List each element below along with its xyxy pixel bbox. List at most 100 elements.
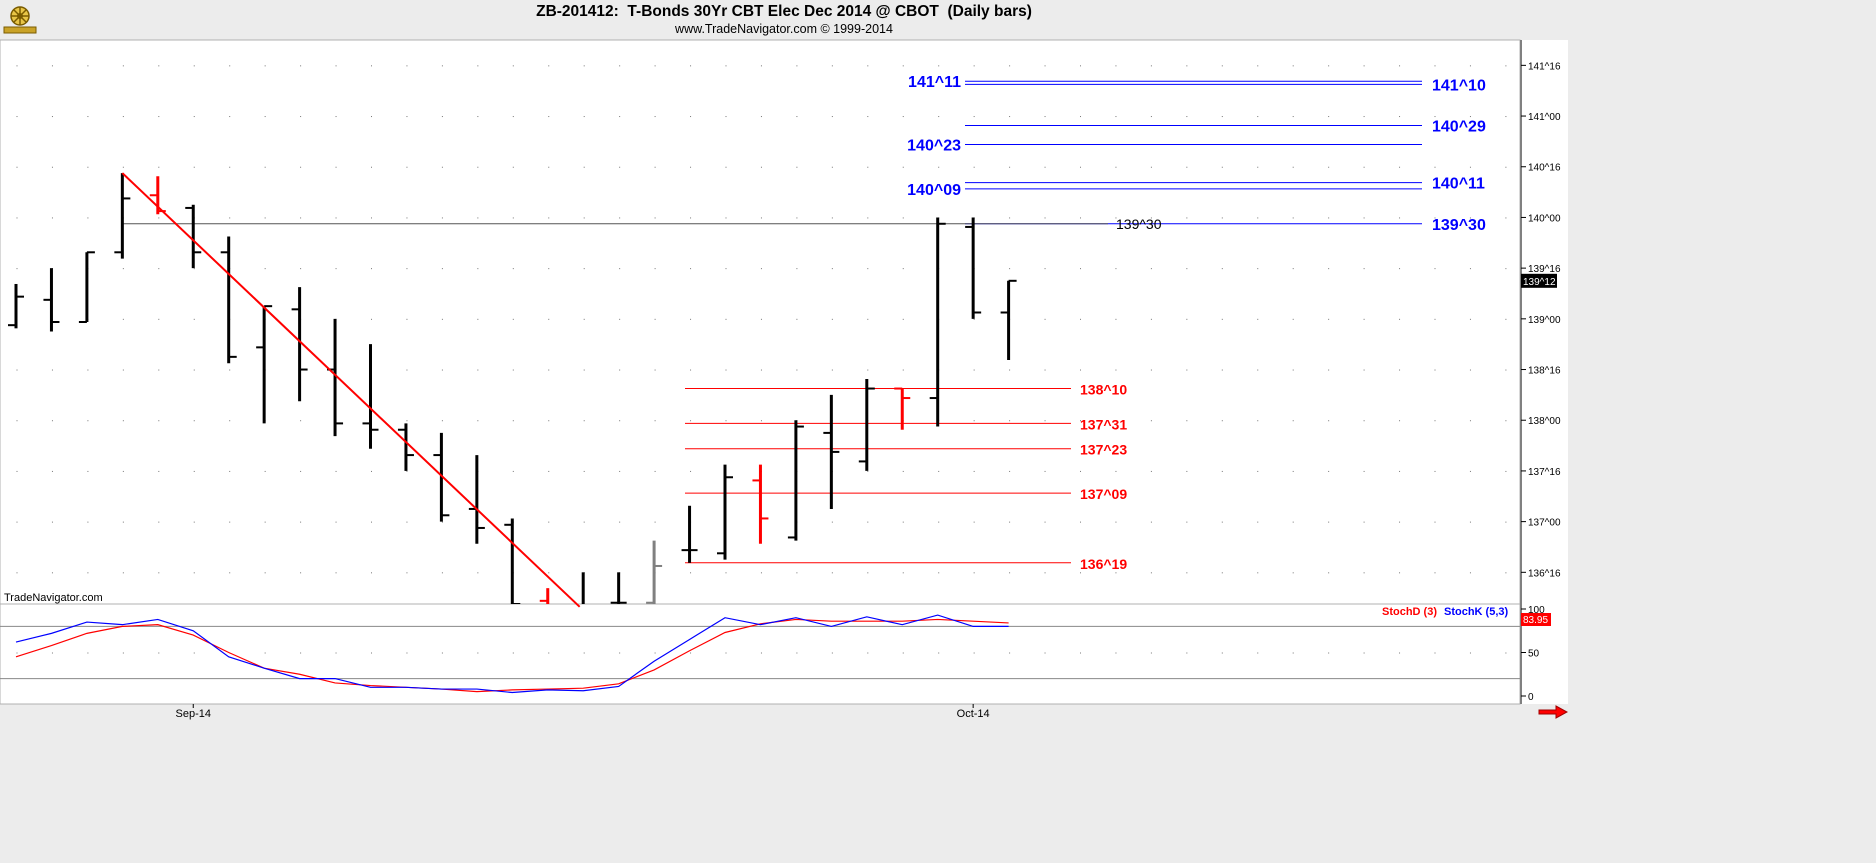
- grid-dot: [831, 369, 833, 371]
- grid-dot: [760, 652, 762, 654]
- grid-dot: [973, 166, 975, 168]
- grid-dot: [1363, 420, 1365, 422]
- grid-dot: [1150, 65, 1152, 67]
- grid-dot: [193, 166, 195, 168]
- grid-dot: [1221, 521, 1223, 523]
- grid-dot: [1399, 116, 1401, 118]
- grid-dot: [548, 217, 550, 219]
- grid-dot: [158, 65, 160, 67]
- watermark-text: TradeNavigator.com: [4, 592, 103, 604]
- stoch-tick-label: 50: [1528, 649, 1540, 660]
- grid-dot: [512, 116, 514, 118]
- grid-dot: [1044, 318, 1046, 320]
- grid-dot: [1328, 572, 1330, 574]
- grid-dot: [1434, 65, 1436, 67]
- grid-dot: [902, 318, 904, 320]
- grid-dot: [938, 116, 940, 118]
- grid-dot: [760, 116, 762, 118]
- grid-dot: [619, 217, 621, 219]
- grid-dot: [1044, 268, 1046, 270]
- grid-dot: [441, 369, 443, 371]
- grid-dot: [300, 217, 302, 219]
- grid-dot: [16, 521, 18, 523]
- grid-dot: [1115, 369, 1117, 371]
- grid-dot: [1221, 652, 1223, 654]
- title-bar: ZB-201412: T-Bonds 30Yr CBT Elec Dec 201…: [0, 0, 1568, 40]
- grid-dot: [16, 369, 18, 371]
- grid-dot: [1186, 420, 1188, 422]
- grid-dot: [1009, 217, 1011, 219]
- grid-dot: [1292, 65, 1294, 67]
- grid-dot: [122, 65, 124, 67]
- grid-dot: [335, 217, 337, 219]
- grid-dot: [51, 521, 53, 523]
- grid-dot: [1186, 116, 1188, 118]
- grid-dot: [264, 521, 266, 523]
- grid-dot: [867, 268, 869, 270]
- fib-level-label-red: 137^31: [1080, 416, 1127, 432]
- grid-dot: [1434, 318, 1436, 320]
- grid-dot: [1044, 166, 1046, 168]
- grid-dot: [1115, 420, 1117, 422]
- fib-level-label-blue: 141^10: [1432, 77, 1486, 94]
- grid-dot: [1257, 652, 1259, 654]
- grid-dot: [1080, 369, 1081, 371]
- fib-level-label-red: 137^23: [1080, 442, 1127, 458]
- grid-dot: [1363, 116, 1365, 118]
- grid-dot: [1221, 572, 1223, 574]
- grid-dot: [973, 521, 975, 523]
- grid-dot: [1328, 420, 1330, 422]
- grid-dot: [193, 268, 195, 270]
- grid-dot: [1469, 420, 1471, 422]
- grid-dot: [1009, 369, 1011, 371]
- grid-dot: [1150, 521, 1152, 523]
- chart-window: ZB-201412: T-Bonds 30Yr CBT Elec Dec 201…: [0, 0, 1568, 720]
- grid-dot: [548, 65, 550, 67]
- grid-dot: [87, 470, 89, 472]
- grid-dot: [725, 369, 727, 371]
- grid-dot: [1292, 470, 1294, 472]
- trendline-layer: [121, 172, 581, 608]
- grid-dot: [335, 268, 337, 270]
- grid-dot: [1328, 217, 1330, 219]
- grid-dot: [51, 65, 53, 67]
- grid-dot: [1115, 572, 1117, 574]
- grid-dot: [441, 268, 443, 270]
- grid-dot: [477, 65, 479, 67]
- fib-level-label-blue: 140^11: [1432, 176, 1485, 193]
- grid-dot: [122, 652, 124, 654]
- grid-dot: [654, 217, 656, 219]
- grid-dot: [654, 470, 656, 472]
- grid-dot: [1292, 420, 1294, 422]
- grid-dot: [1399, 318, 1401, 320]
- grid-dot: [264, 166, 266, 168]
- grid-dot: [973, 572, 975, 574]
- grid-dot: [690, 652, 692, 654]
- grid-dot: [1257, 420, 1259, 422]
- grid-dot: [548, 268, 550, 270]
- grid-dot: [300, 652, 302, 654]
- grid-dot: [1186, 521, 1188, 523]
- scroll-right-arrow-icon[interactable]: [1538, 705, 1568, 719]
- grid-dot: [1115, 116, 1117, 118]
- grid-dot: [371, 572, 372, 574]
- grid-dot: [193, 521, 195, 523]
- grid-dot: [902, 652, 904, 654]
- grid-dot: [619, 116, 621, 118]
- stoch-value-badge: [1521, 613, 1551, 626]
- price-tick-label: 139^16: [1528, 264, 1561, 275]
- grid-dot: [1434, 572, 1436, 574]
- grid-dot: [1292, 268, 1294, 270]
- grid-dot: [725, 420, 727, 422]
- grid-dot: [1469, 572, 1471, 574]
- grid-dot: [1257, 318, 1259, 320]
- grid-dot: [690, 318, 692, 320]
- grid-dot: [122, 369, 124, 371]
- grid-dot: [725, 572, 727, 574]
- grid-dot: [583, 65, 585, 67]
- grid-dot: [1434, 369, 1436, 371]
- grid-dot: [1221, 217, 1223, 219]
- grid-dot: [1434, 116, 1436, 118]
- grid-dot: [87, 572, 89, 574]
- grid-dot: [1186, 268, 1188, 270]
